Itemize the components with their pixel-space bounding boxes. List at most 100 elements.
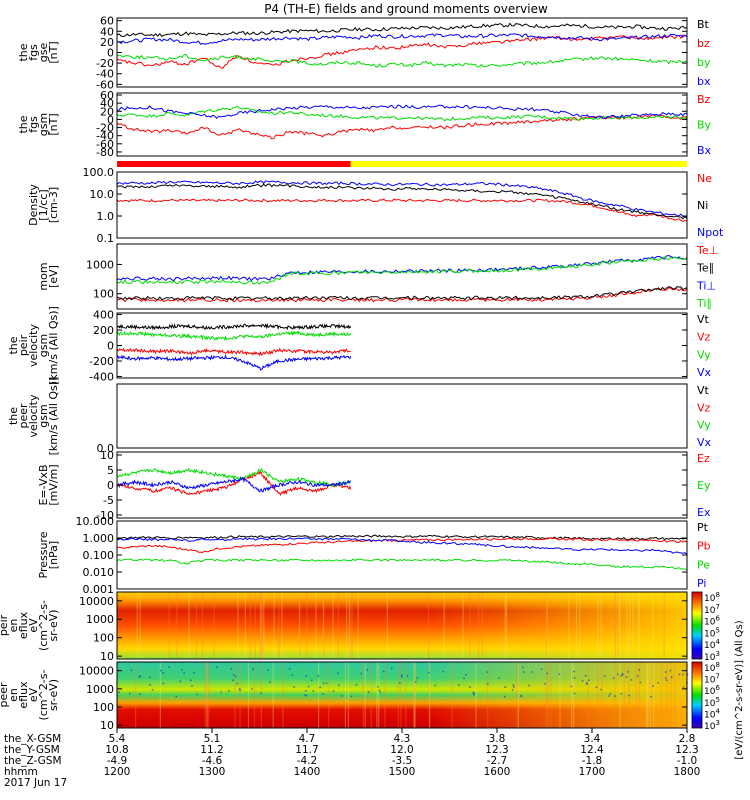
peer-spectrogram-speckle bbox=[338, 684, 340, 686]
peer-spectrogram-ylabel-line: (cm^2-s- bbox=[37, 670, 50, 721]
peer-spectrogram-speckle bbox=[682, 673, 684, 676]
x-tick-label: -1.0 bbox=[677, 755, 698, 767]
peer-spectrogram-stripe bbox=[573, 662, 575, 728]
peer-spectrogram-stripe bbox=[559, 662, 561, 728]
peer-spectrogram-speckle bbox=[511, 689, 514, 691]
peer-spectrogram-stripe bbox=[647, 662, 649, 728]
peir-spectrogram-stripe bbox=[195, 592, 198, 659]
velocity-peer-legend-vx: Vx bbox=[697, 436, 712, 449]
peer-spectrogram-speckle bbox=[512, 684, 515, 686]
peer-spectrogram-speckle bbox=[401, 674, 403, 676]
peir-spectrogram-stripe bbox=[139, 592, 141, 659]
peer-spectrogram-speckle bbox=[228, 690, 230, 692]
fgs-gse-series-bt bbox=[116, 22, 688, 38]
x-row-label: the_Y-GSM bbox=[4, 744, 60, 756]
peer-spectrogram-speckle bbox=[503, 695, 506, 698]
velocity-peer-ylabel-line: velocity bbox=[27, 394, 40, 437]
peir-spectrogram-stripe bbox=[348, 592, 351, 659]
velocity-peir-frame bbox=[116, 312, 688, 379]
peir-spectrogram-stripe bbox=[188, 592, 190, 659]
peer-spectrogram-stripe bbox=[239, 662, 241, 728]
peir-spectrogram-stripe bbox=[617, 592, 620, 659]
peer-spectrogram-speckle bbox=[190, 679, 192, 682]
peer-spectrogram-speckle bbox=[473, 692, 475, 695]
peer-spectrogram-speckle bbox=[319, 686, 321, 689]
peir-spectrogram-ylabel-line: eV bbox=[27, 618, 40, 633]
peer-spectrogram-speckle bbox=[584, 675, 587, 677]
peer-spectrogram-stripe bbox=[646, 662, 648, 728]
peer-spectrogram-speckle bbox=[162, 682, 165, 685]
pressure-ylabel-line: [nPa] bbox=[47, 541, 60, 569]
peir-spectrogram-stripe bbox=[262, 592, 264, 659]
peer-spectrogram-speckle bbox=[196, 693, 198, 696]
fgs-gse-series-bx bbox=[117, 33, 688, 45]
peir-spectrogram-stripe bbox=[638, 592, 641, 659]
peer-spectrogram-stripe bbox=[451, 662, 453, 728]
peer-spectrogram-speckle bbox=[434, 684, 437, 687]
peer-spectrogram-stripe bbox=[614, 662, 616, 728]
peer-spectrogram-speckle bbox=[252, 668, 254, 670]
peer-spectrogram-speckle bbox=[523, 671, 525, 673]
peer-spectrogram-stripe bbox=[413, 662, 415, 728]
peer-spectrogram-speckle bbox=[686, 673, 689, 676]
peer-spectrogram-speckle bbox=[399, 682, 401, 684]
pressure-series-pb bbox=[116, 537, 688, 554]
peer-spectrogram-stripe bbox=[370, 662, 372, 728]
peer-spectrogram-stripe bbox=[635, 662, 637, 728]
velocity-peir-series-vz bbox=[116, 347, 351, 357]
peer-spectrogram-stripe bbox=[344, 662, 347, 728]
peer-spectrogram-stripe bbox=[206, 662, 208, 728]
e-field-panel: 10 5 0 -5 -10 E=-VxB[mV/m] Ez Ey Ex bbox=[37, 449, 711, 522]
velocity-peir-ytick-label: 200 bbox=[93, 324, 114, 337]
peir-spectrogram-stripe bbox=[504, 592, 506, 659]
x-tick-label: 5.1 bbox=[204, 733, 221, 745]
peer-spectrogram-speckle bbox=[355, 684, 358, 686]
chart-title: P4 (TH-E) fields and ground moments over… bbox=[264, 2, 548, 16]
peir-spectrogram-stripe bbox=[626, 592, 628, 659]
peer-spectrogram-speckle bbox=[520, 695, 523, 698]
peir-spectrogram-stripe bbox=[346, 592, 348, 659]
peer-spectrogram-ylabel-line: sr-eV) bbox=[47, 679, 60, 711]
peer-spectrogram-speckle bbox=[612, 677, 615, 679]
fgs-gsm-ytick-label: -80 bbox=[96, 146, 114, 159]
colorbar-unit-label: [eV/(cm^2-s-sr-eV)] (All Qs) bbox=[734, 620, 745, 759]
velocity-peir-ylabel-line: gsm bbox=[37, 334, 50, 357]
peer-spectrogram-speckle bbox=[463, 677, 465, 680]
fgs-gse-ytick-label: -40 bbox=[96, 68, 114, 81]
peer-spectrogram-stripe bbox=[135, 662, 137, 728]
density-series-ni bbox=[116, 183, 688, 220]
peir-spectrogram-ylabel-line: peir bbox=[0, 614, 10, 636]
fgs-gsm-ytick-label: 60 bbox=[100, 89, 114, 102]
peer-spectrogram-speckle bbox=[350, 695, 353, 698]
peer-spectrogram-stripe bbox=[413, 662, 416, 728]
pressure-series-pe bbox=[116, 558, 688, 571]
peer-spectrogram-stripe bbox=[653, 662, 655, 728]
peer-spectrogram-speckle bbox=[465, 674, 467, 676]
fgs-gse-ylabel-line: the bbox=[17, 43, 30, 61]
peer-spectrogram-speckle bbox=[608, 695, 610, 697]
peer-spectrogram-stripe bbox=[260, 662, 262, 728]
peir-spectrogram-stripe bbox=[213, 592, 215, 659]
temperature-ylabel-line: mom bbox=[37, 262, 50, 290]
peer-spectrogram-speckle bbox=[305, 689, 307, 692]
peer-spectrogram-speckle bbox=[620, 693, 622, 695]
peer-spectrogram-stripe bbox=[487, 662, 489, 728]
peer-spectrogram-speckle bbox=[307, 685, 310, 688]
peer-spectrogram-speckle bbox=[650, 695, 652, 698]
x-tick-label: -4.9 bbox=[107, 755, 128, 767]
peer-spectrogram-speckle bbox=[220, 691, 222, 694]
peer-spectrogram-speckle bbox=[160, 669, 162, 672]
peer-spectrogram-stripe bbox=[414, 662, 416, 728]
velocity-peer-frame bbox=[116, 383, 688, 449]
peir-spectrogram-stripe bbox=[244, 592, 246, 659]
peir-spectrogram-stripe bbox=[618, 592, 620, 659]
x-tick-label: 5.4 bbox=[109, 733, 126, 745]
pressure-series-pi bbox=[116, 537, 688, 555]
peir-spectrogram-frame bbox=[116, 591, 688, 660]
pressure-legend-pt: Pt bbox=[697, 521, 709, 534]
peer-spectrogram-speckle bbox=[531, 671, 533, 673]
